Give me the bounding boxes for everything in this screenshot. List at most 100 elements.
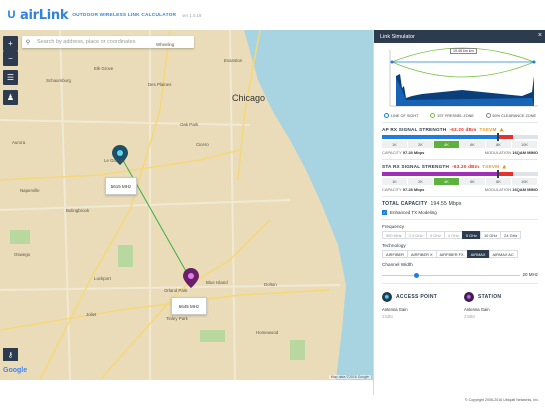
search-input[interactable]	[34, 39, 190, 45]
sta-signal-value: -63.20 dBm	[452, 164, 480, 169]
sta-signal-title: STA RX SIGNAL STRENGTH -63.20 dBm TXEVM	[382, 164, 538, 169]
access-point-column: ◉ ACCESS POINT Antenna Gain 23dBi	[382, 292, 456, 319]
divider	[382, 196, 538, 197]
map-label: Des Plaines	[148, 82, 172, 87]
access-point-icon: ◉	[382, 292, 392, 302]
zoom-out-button[interactable]: −	[3, 51, 18, 66]
frequency-label: Frequency	[382, 224, 405, 229]
brand-subtitle: OUTDOOR WIRELESS LINK CALCULATOR	[72, 12, 177, 18]
map-label: Elk Grove	[94, 66, 114, 71]
map-label: Le Grange	[104, 158, 125, 163]
divider	[382, 159, 538, 160]
technology-option[interactable]: AIRMAX	[466, 250, 490, 258]
frequency-option[interactable]: 2.4 GHz	[404, 231, 427, 239]
ap-marker-icon	[112, 145, 128, 165]
sta-frequency-popup[interactable]: 5645 MHz	[171, 297, 207, 315]
ap-signal-bar	[382, 133, 538, 141]
ap-frequency-popup[interactable]: 5615 MHz	[105, 177, 137, 195]
antenna-gain-value[interactable]: 23dBi	[464, 314, 475, 319]
technology-option[interactable]: AIRFIBER FX	[435, 250, 468, 258]
technology-option[interactable]: AIRFIBER X	[406, 250, 437, 258]
map-attribution[interactable]: Map data ©2016 Google	[328, 375, 371, 379]
profile-legend: LINE OF SIGHT 1ST FRESNEL ZONE 60% CLEAR…	[374, 113, 545, 118]
ap-signal-value: -63.20 dBm	[449, 127, 477, 132]
map-label: Bolingbrook	[66, 208, 90, 213]
ap-signal-title: AP RX SIGNAL STRENGTH -63.20 dBm TXEVM	[382, 127, 538, 132]
frequency-option[interactable]: 24 GHz	[500, 231, 522, 239]
elevation-chart	[389, 47, 538, 107]
key-icon: ⚷	[7, 351, 14, 359]
antenna-gain-label: Antenna Gain	[382, 307, 408, 312]
map-label: Orland Park	[164, 288, 188, 293]
antenna-gain-value[interactable]: 23dBi	[382, 314, 393, 319]
divider	[382, 219, 538, 220]
map-label: Blue Island	[206, 280, 228, 285]
panel-title: Link Simulator	[374, 30, 545, 43]
map-canvas	[0, 30, 373, 380]
total-capacity: TOTAL CAPACITY 194.55 Mbps	[382, 201, 462, 207]
brand-name: airLink	[20, 7, 69, 23]
close-icon[interactable]: ×	[537, 32, 542, 39]
search-bar: ⚲	[22, 36, 194, 48]
frequency-selector: 900 MHz 2.4 GHz 3 GHz 4 GHz 5 GHz 10 GHz…	[382, 231, 538, 239]
app-version: ver 1.0.18	[182, 12, 202, 18]
map-label: Cicero	[196, 142, 209, 147]
map-label: Evanston	[224, 58, 243, 63]
sta-marker-icon	[183, 268, 199, 288]
copyright-footer: © Copyright 2006-2016 Ubiquiti Networks,…	[465, 398, 539, 402]
elevation-profile[interactable]: 19.46 km km	[382, 46, 538, 110]
sta-txevm: TXEVM	[482, 164, 500, 169]
map-label: Schaumburg	[46, 78, 71, 83]
map-area[interactable]: ⚲ + − ☰ ♟ Chicago Elk Grove Wheeling Eva…	[0, 30, 373, 380]
station-icon: ◉	[464, 292, 474, 302]
legend-item: 60% CLEARANCE ZONE	[485, 113, 536, 118]
sta-signal-section: STA RX SIGNAL STRENGTH -63.20 dBm TXEVM …	[374, 164, 545, 192]
map-label: Oak Park	[180, 122, 199, 127]
technology-selector: AIRFIBER AIRFIBER X AIRFIBER FX AIRMAX A…	[382, 250, 538, 258]
map-label: Dolton	[264, 282, 277, 287]
frequency-option[interactable]: 5 GHz	[461, 231, 481, 239]
ap-txevm: TXEVM	[479, 127, 497, 132]
check-icon: ✓	[382, 210, 387, 215]
device-section: ◉ ACCESS POINT Antenna Gain 23dBi ◉ STATIO…	[374, 292, 545, 319]
top-bar: U airLink OUTDOOR WIRELESS LINK CALCULAT…	[0, 0, 545, 31]
fresnel-icon	[430, 113, 436, 118]
legend-item: LINE OF SIGHT	[384, 113, 418, 118]
station-column: ◉ STATION Antenna Gain 23dBi	[464, 292, 538, 319]
slider-handle[interactable]	[414, 273, 419, 278]
technology-option[interactable]: AIRMAX AC	[488, 250, 518, 258]
channel-width-label: Channel Width	[382, 262, 413, 267]
legend-item: 1ST FRESNEL ZONE	[430, 113, 474, 118]
api-key-button[interactable]: ⚷	[3, 348, 18, 361]
technology-option[interactable]: AIRFIBER	[382, 250, 408, 258]
frequency-option[interactable]: 10 GHz	[479, 231, 502, 239]
layers-icon: ☰	[6, 73, 15, 82]
city-label: Chicago	[232, 93, 266, 103]
divider	[382, 122, 538, 123]
map-label: Wheeling	[156, 42, 175, 47]
map-label: Homewood	[256, 330, 279, 335]
ap-capacity-row: CAPACITY 97.28 Mbps MODULATION 16QAM MIM…	[382, 150, 538, 155]
warning-icon	[502, 164, 507, 169]
map-label: Joliet	[86, 312, 97, 317]
sta-signal-bar	[382, 170, 538, 178]
frequency-option[interactable]: 4 GHz	[443, 231, 463, 239]
map-label: Lockport	[94, 276, 111, 281]
layers-button[interactable]: ☰	[3, 70, 18, 85]
zoom-in-button[interactable]: +	[3, 36, 18, 51]
frequency-option[interactable]: 3 GHz	[425, 231, 445, 239]
app-root: U airLink OUTDOOR WIRELESS LINK CALCULAT…	[0, 0, 545, 402]
map-label: Naperville	[20, 188, 40, 193]
street-view-button[interactable]: ♟	[3, 90, 18, 105]
sta-mcs-scale: 1K 2K 4K 6K 8K 10K	[382, 178, 538, 185]
frequency-option[interactable]: 900 MHz	[382, 231, 406, 239]
channel-width-slider[interactable]: 20 MHz	[382, 272, 538, 279]
channel-width-value: 20 MHz	[522, 272, 538, 277]
map-label: Oswego	[14, 252, 31, 257]
ap-signal-section: AP RX SIGNAL STRENGTH -63.20 dBm TXEVM 1…	[374, 127, 545, 155]
enhanced-tx-checkbox[interactable]: ✓ Enhanced TX Modeling	[382, 210, 437, 215]
divider	[382, 283, 538, 284]
pegman-icon: ♟	[6, 93, 15, 102]
los-icon	[384, 113, 389, 118]
ubiquiti-logo-icon: U	[7, 9, 16, 21]
